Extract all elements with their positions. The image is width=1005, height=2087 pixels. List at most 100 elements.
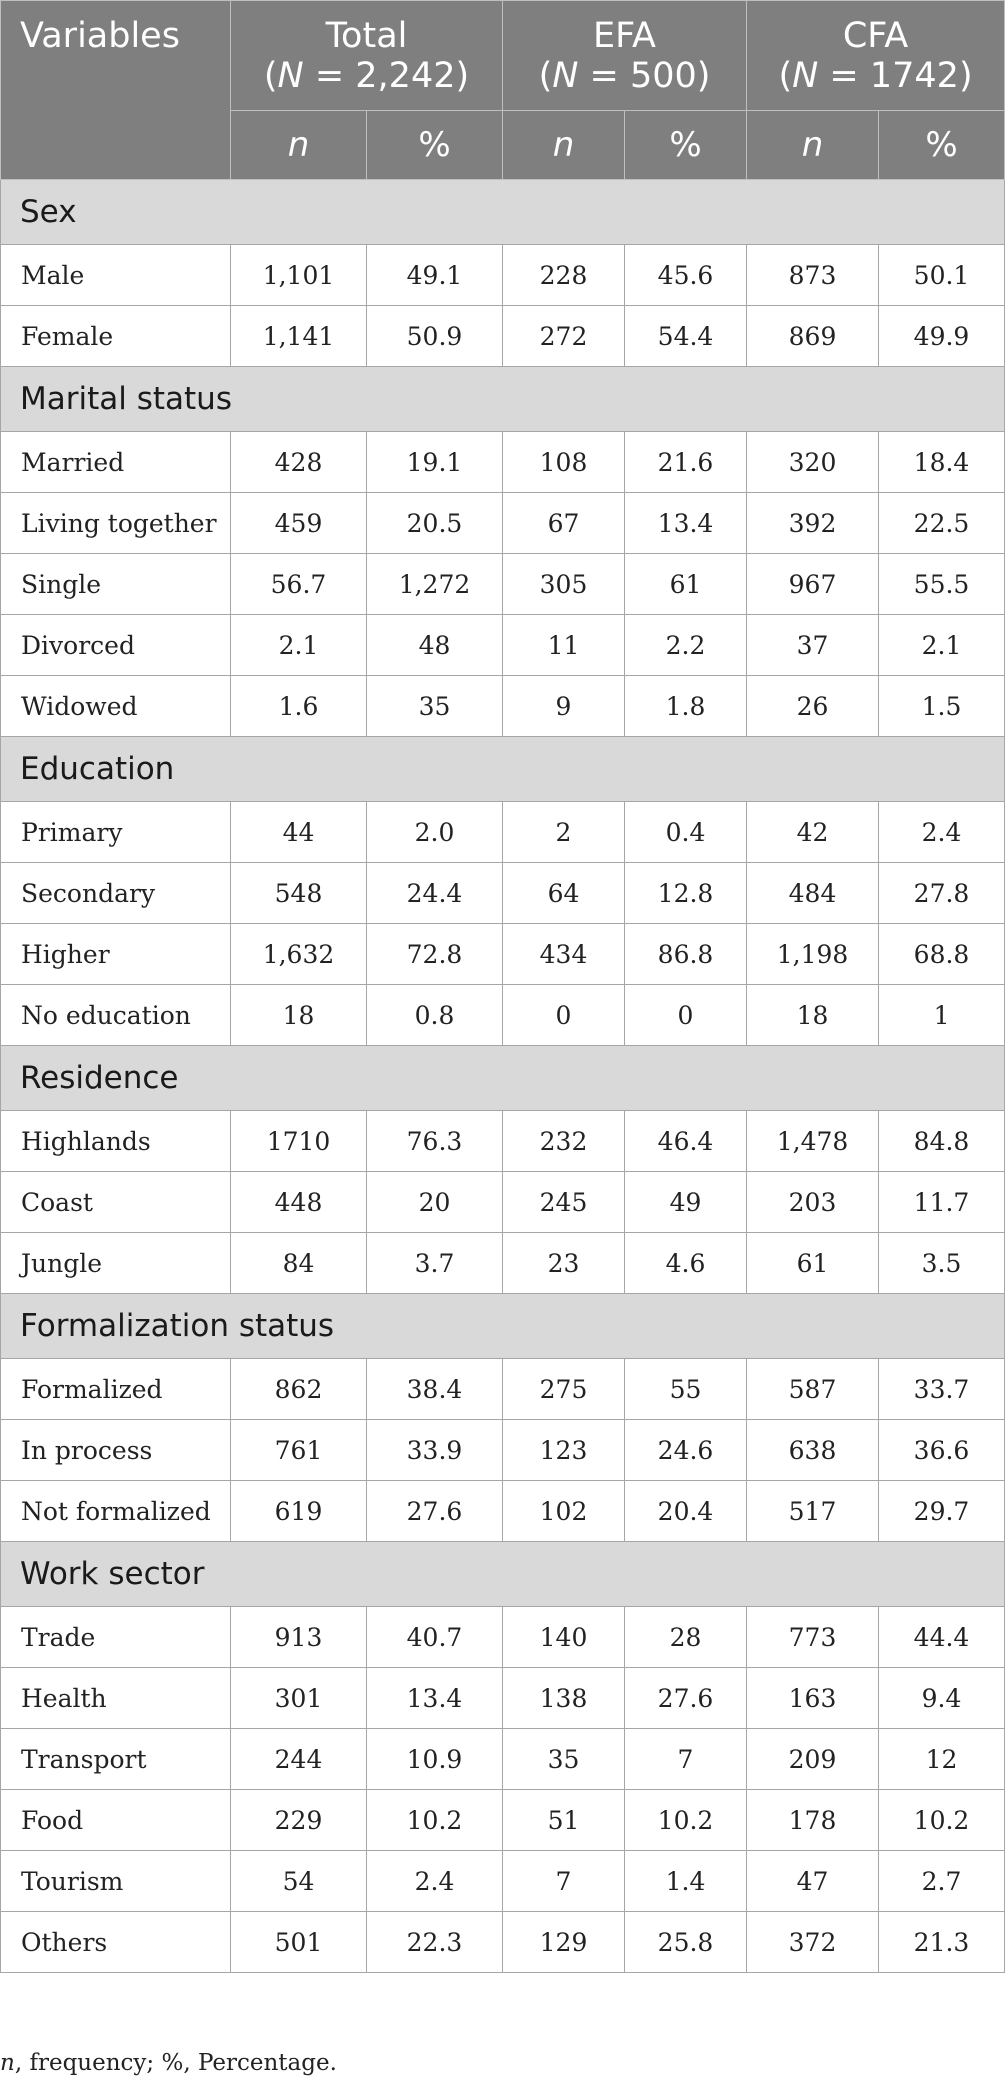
cell-count: 1710	[230, 1110, 367, 1172]
cell-percent: 21.6	[623, 431, 748, 493]
cell-percent: 2.0	[366, 801, 503, 863]
subheader-percent: %	[623, 110, 748, 180]
cell-percent: 38.4	[366, 1358, 503, 1420]
group-sample-size: (N = 1742)	[778, 56, 973, 96]
cell-count: 9	[502, 675, 625, 737]
sample-size-symbol: N	[792, 56, 819, 96]
row-label: Jungle	[0, 1232, 231, 1294]
cell-percent: 27.6	[366, 1480, 503, 1542]
table-row: Highlands 1710 76.3 232 46.4 1,478 84.8	[0, 1110, 1005, 1172]
cell-percent: 1.8	[623, 675, 748, 737]
cell-count: 392	[746, 492, 880, 554]
table-row: Widowed 1.6 35 9 1.8 26 1.5	[0, 675, 1005, 737]
cell-percent: 20.4	[623, 1480, 748, 1542]
row-label: Trade	[0, 1606, 231, 1668]
section-header-row: Work sector	[0, 1541, 1005, 1607]
cell-percent: 55	[623, 1358, 748, 1420]
row-label: Female	[0, 305, 231, 367]
cell-percent: 10.2	[366, 1789, 503, 1851]
cell-count: 18	[230, 984, 367, 1046]
cell-count: 434	[502, 923, 625, 985]
cell-percent: 25.8	[623, 1911, 748, 1973]
cell-percent: 36.6	[878, 1419, 1005, 1481]
cell-count: 42	[746, 801, 880, 863]
cell-count: 140	[502, 1606, 625, 1668]
cell-count: 484	[746, 862, 880, 924]
section-title: Residence	[0, 1045, 1005, 1111]
subheader-percent: %	[878, 110, 1005, 180]
table-row: Not formalized 619 27.6 102 20.4 517 29.7	[0, 1480, 1005, 1542]
cell-count: 2	[502, 801, 625, 863]
row-label: Primary	[0, 801, 231, 863]
cell-count: 619	[230, 1480, 367, 1542]
cell-count: 587	[746, 1358, 880, 1420]
cell-count: 869	[746, 305, 880, 367]
cell-count: 35	[502, 1728, 625, 1790]
row-label: Food	[0, 1789, 231, 1851]
cell-percent: 1	[878, 984, 1005, 1046]
header-group-cfa: CFA (N = 1742)	[746, 0, 1005, 111]
cell-count: 129	[502, 1911, 625, 1973]
cell-count: 967	[746, 553, 880, 615]
sample-size-symbol: N	[552, 56, 579, 96]
group-sample-size: (N = 2,242)	[263, 56, 470, 96]
cell-count: 64	[502, 862, 625, 924]
cell-percent: 48	[366, 614, 503, 676]
cell-percent: 50.9	[366, 305, 503, 367]
section-title: Marital status	[0, 366, 1005, 432]
demographics-table: Variables Total (N = 2,242) EFA (N = 500…	[0, 0, 1005, 1973]
cell-count: 459	[230, 492, 367, 554]
cell-count: 862	[230, 1358, 367, 1420]
table-row: Others 501 22.3 129 25.8 372 21.3	[0, 1911, 1005, 1973]
cell-percent: 1.4	[623, 1850, 748, 1912]
header-group-total: Total (N = 2,242)	[230, 0, 503, 111]
sample-size-value: = 2,242	[303, 56, 456, 96]
cell-percent: 33.9	[366, 1419, 503, 1481]
cell-count: 178	[746, 1789, 880, 1851]
cell-count: 163	[746, 1667, 880, 1729]
cell-percent: 1,272	[366, 553, 503, 615]
cell-count: 51	[502, 1789, 625, 1851]
cell-percent: 35	[366, 675, 503, 737]
cell-count: 913	[230, 1606, 367, 1668]
cell-percent: 44.4	[878, 1606, 1005, 1668]
cell-count: 1,632	[230, 923, 367, 985]
row-label: Higher	[0, 923, 231, 985]
cell-percent: 1.5	[878, 675, 1005, 737]
cell-percent: 0.4	[623, 801, 748, 863]
group-name: EFA	[593, 16, 656, 56]
cell-count: 1,478	[746, 1110, 880, 1172]
table-body: Sex Male 1,101 49.1 228 45.6 873 50.1 Female 1,14…	[0, 179, 1005, 1973]
cell-count: 138	[502, 1667, 625, 1729]
cell-percent: 84.8	[878, 1110, 1005, 1172]
cell-percent: 76.3	[366, 1110, 503, 1172]
cell-percent: 3.7	[366, 1232, 503, 1294]
cell-count: 37	[746, 614, 880, 676]
cell-percent: 22.5	[878, 492, 1005, 554]
table-row: Tourism 54 2.4 7 1.4 47 2.7	[0, 1850, 1005, 1912]
cell-percent: 27.6	[623, 1667, 748, 1729]
cell-count: 23	[502, 1232, 625, 1294]
cell-percent: 29.7	[878, 1480, 1005, 1542]
row-label: Coast	[0, 1171, 231, 1233]
section-title: Sex	[0, 179, 1005, 245]
row-label: Male	[0, 244, 231, 306]
cell-count: 203	[746, 1171, 880, 1233]
subheader-n: n	[230, 110, 367, 180]
row-label: Highlands	[0, 1110, 231, 1172]
cell-count: 0	[502, 984, 625, 1046]
cell-count: 228	[502, 244, 625, 306]
group-name: Total	[325, 16, 408, 56]
cell-count: 244	[230, 1728, 367, 1790]
cell-count: 873	[746, 244, 880, 306]
cell-count: 272	[502, 305, 625, 367]
cell-percent: 11.7	[878, 1171, 1005, 1233]
row-label: Transport	[0, 1728, 231, 1790]
cell-count: 229	[230, 1789, 367, 1851]
cell-percent: 2.4	[366, 1850, 503, 1912]
cell-percent: 28	[623, 1606, 748, 1668]
subheader-percent: %	[366, 110, 503, 180]
cell-count: 517	[746, 1480, 880, 1542]
table-row: Formalized 862 38.4 275 55 587 33.7	[0, 1358, 1005, 1420]
subheader-n: n	[502, 110, 625, 180]
